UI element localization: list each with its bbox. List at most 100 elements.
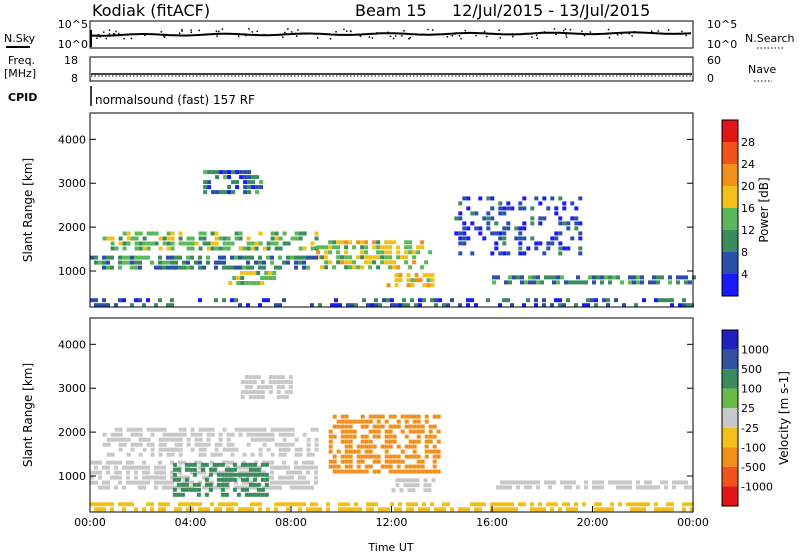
velocity-cell xyxy=(352,419,357,424)
power-cell xyxy=(106,236,111,241)
velocity-cell xyxy=(618,502,622,507)
power-cell xyxy=(306,265,310,270)
power-colorbar-tick: 24 xyxy=(741,158,755,171)
velocity-cell xyxy=(400,429,405,434)
velocity-colorbar-tick: -1000 xyxy=(741,480,773,493)
velocity-cell xyxy=(584,485,588,490)
velocity-cell xyxy=(172,477,177,482)
nsearch-point xyxy=(160,31,163,33)
velocity-cell xyxy=(106,465,110,470)
power-cell xyxy=(207,170,212,175)
nsearch-point xyxy=(144,34,146,37)
power-cell xyxy=(430,273,435,278)
velocity-cell xyxy=(208,472,213,477)
velocity-cell xyxy=(598,507,602,512)
velocity-cell xyxy=(254,485,258,490)
velocity-cell xyxy=(538,507,542,512)
velocity-cell xyxy=(114,465,118,470)
velocity-cell xyxy=(376,424,381,429)
velocity-cell xyxy=(396,459,401,464)
power-cell xyxy=(520,280,524,285)
velocity-cell xyxy=(268,385,273,390)
velocity-cell xyxy=(368,439,373,444)
velocity-cell xyxy=(220,472,225,477)
power-cell xyxy=(214,260,218,265)
power-cell xyxy=(348,265,353,270)
power-cell xyxy=(178,231,183,236)
power-cell xyxy=(458,201,463,206)
power-cell xyxy=(458,216,463,221)
power-cell xyxy=(520,275,524,280)
y-tick-label: 4000 xyxy=(58,338,86,351)
power-colorbar-label: Power [dB] xyxy=(757,177,771,242)
power-cell xyxy=(536,280,540,285)
velocity-cell xyxy=(408,414,413,419)
power-cell xyxy=(238,303,242,308)
power-cell xyxy=(632,280,636,285)
velocity-cell xyxy=(260,462,265,467)
velocity-cell xyxy=(276,390,281,395)
nsearch-point xyxy=(403,30,405,32)
velocity-cell xyxy=(302,502,306,507)
velocity-cell xyxy=(270,475,274,480)
velocity-cell xyxy=(270,485,274,490)
velocity-cell xyxy=(198,442,203,447)
velocity-cell xyxy=(412,424,417,429)
power-cell xyxy=(202,241,207,246)
velocity-cell xyxy=(252,390,257,395)
power-cell xyxy=(236,276,241,280)
power-cell xyxy=(344,265,349,270)
power-cell xyxy=(258,241,263,246)
velocity-cell xyxy=(306,442,311,447)
power-cell xyxy=(118,241,123,246)
power-cell xyxy=(374,298,378,303)
velocity-cell xyxy=(278,442,283,447)
power-cell xyxy=(262,260,266,265)
power-cell xyxy=(356,255,361,260)
velocity-cell xyxy=(90,480,94,485)
power-cell xyxy=(270,255,274,260)
velocity-cell xyxy=(158,442,163,447)
velocity-cell xyxy=(404,444,409,449)
power-cell xyxy=(215,190,220,195)
nsearch-tick-top: 10^5 xyxy=(707,18,737,31)
power-cell xyxy=(380,250,385,255)
velocity-cell xyxy=(366,502,370,507)
power-cell xyxy=(550,196,555,201)
velocity-cell xyxy=(428,434,433,439)
power-cell xyxy=(254,260,258,265)
power-cell xyxy=(420,245,425,250)
power-cell xyxy=(376,240,381,245)
velocity-cell xyxy=(268,375,273,380)
velocity-cell xyxy=(184,477,189,482)
velocity-cell xyxy=(98,485,102,490)
nsearch-point xyxy=(464,29,467,32)
power-cell xyxy=(240,276,245,280)
velocity-cell xyxy=(374,502,378,507)
power-cell xyxy=(106,303,110,308)
velocity-cell xyxy=(424,449,429,454)
power-cell xyxy=(298,255,302,260)
velocity-cell xyxy=(290,475,294,480)
power-colorbar-bin xyxy=(722,230,738,252)
power-cell xyxy=(546,241,551,246)
power-cell xyxy=(404,255,409,260)
power-cell xyxy=(258,265,262,270)
freq-tick-bottom: 8 xyxy=(71,72,78,85)
power-cell xyxy=(214,231,219,236)
velocity-cell xyxy=(142,460,146,465)
velocity-cell xyxy=(134,470,138,475)
velocity-cell xyxy=(398,507,402,512)
velocity-cell xyxy=(332,414,337,419)
velocity-cell xyxy=(416,424,421,429)
velocity-cell xyxy=(102,465,106,470)
power-cell xyxy=(254,241,259,246)
velocity-cell xyxy=(380,464,385,469)
velocity-cell xyxy=(574,507,578,512)
velocity-cell xyxy=(98,502,102,507)
power-cell xyxy=(462,221,467,226)
velocity-cell xyxy=(226,432,231,437)
power-cell xyxy=(442,303,446,308)
power-cell xyxy=(396,250,401,255)
power-cell xyxy=(354,303,358,308)
